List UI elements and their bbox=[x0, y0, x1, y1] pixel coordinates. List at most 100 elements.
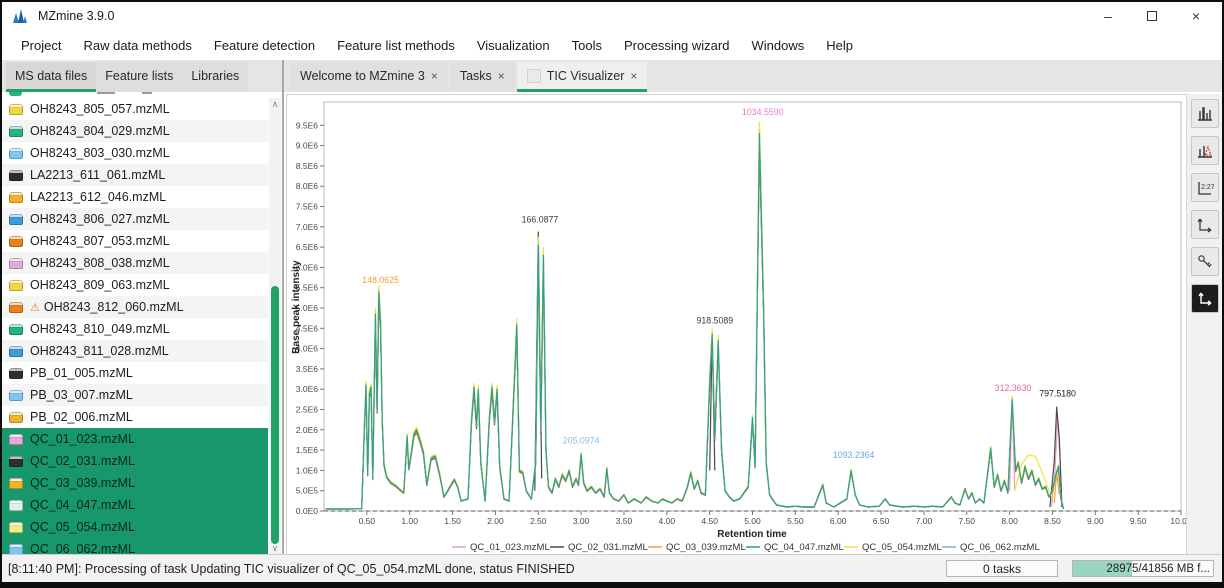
close-button[interactable]: × bbox=[1174, 2, 1218, 30]
svg-text:QC_03_039.mzML: QC_03_039.mzML bbox=[666, 542, 746, 553]
svg-text:8.5E6: 8.5E6 bbox=[296, 161, 318, 171]
raw-file-icon bbox=[9, 236, 23, 247]
raw-file-icon bbox=[9, 192, 23, 203]
file-row[interactable]: OH8243_803_030.mzML bbox=[2, 142, 268, 164]
sidebar: MS data filesFeature listsLibraries OH82… bbox=[2, 60, 282, 554]
clipped-file-icon bbox=[9, 92, 22, 96]
memory-bar[interactable]: 28975/41856 MB f... bbox=[1072, 560, 1214, 577]
file-name: OH8243_807_053.mzML bbox=[30, 234, 170, 248]
svg-text:166.0877: 166.0877 bbox=[522, 215, 559, 225]
minimize-button[interactable]: – bbox=[1086, 2, 1130, 30]
axes-arrows-icon[interactable] bbox=[1191, 210, 1219, 239]
file-row[interactable]: OH8243_805_057.mzML bbox=[2, 98, 268, 120]
sidebar-tab-libraries[interactable]: Libraries bbox=[182, 62, 248, 92]
tab-welcome-to-mzmine-3[interactable]: Welcome to MZmine 3 × bbox=[290, 62, 448, 92]
menu-windows[interactable]: Windows bbox=[740, 34, 815, 57]
raw-file-icon bbox=[9, 346, 23, 357]
raw-file-icon bbox=[9, 170, 23, 181]
annotated-spectrum-icon[interactable] bbox=[1191, 136, 1219, 165]
file-name: QC_06_062.mzML bbox=[30, 542, 135, 554]
tab-close-icon[interactable]: × bbox=[630, 69, 637, 83]
svg-text:QC_06_062.mzML: QC_06_062.mzML bbox=[960, 542, 1040, 553]
svg-text:7.5E6: 7.5E6 bbox=[296, 202, 318, 212]
file-name: OH8243_808_038.mzML bbox=[30, 256, 170, 270]
svg-text:1.00: 1.00 bbox=[401, 516, 418, 526]
raw-file-icon bbox=[9, 544, 23, 555]
menu-visualization[interactable]: Visualization bbox=[466, 34, 561, 57]
menu-bar: ProjectRaw data methodsFeature detection… bbox=[2, 30, 1222, 60]
menu-tools[interactable]: Tools bbox=[561, 34, 613, 57]
raw-file-icon bbox=[9, 412, 23, 423]
raw-file-icon bbox=[9, 302, 23, 313]
sidebar-tab-ms-data-files[interactable]: MS data files bbox=[6, 62, 96, 92]
svg-text:6.50: 6.50 bbox=[873, 516, 890, 526]
sidebar-scrollbar[interactable]: ∧ ∨ bbox=[269, 98, 281, 554]
file-row[interactable]: OH8243_804_029.mzML bbox=[2, 120, 268, 142]
svg-text:0.50: 0.50 bbox=[359, 516, 376, 526]
svg-text:6.5E6: 6.5E6 bbox=[296, 242, 318, 252]
svg-text:3.00: 3.00 bbox=[573, 516, 590, 526]
file-row[interactable]: QC_05_054.mzML bbox=[2, 516, 268, 538]
tick-labels-icon[interactable]: 2:27 bbox=[1191, 173, 1219, 202]
tab-tasks[interactable]: Tasks × bbox=[450, 62, 515, 92]
tab-close-icon[interactable]: × bbox=[498, 69, 505, 83]
file-name: OH8243_803_030.mzML bbox=[30, 146, 170, 160]
svg-text:8.50: 8.50 bbox=[1044, 516, 1061, 526]
svg-text:7.0E6: 7.0E6 bbox=[296, 222, 318, 232]
file-row[interactable]: OH8243_807_053.mzML bbox=[2, 230, 268, 252]
file-row[interactable]: QC_03_039.mzML bbox=[2, 472, 268, 494]
scroll-up-icon[interactable]: ∧ bbox=[269, 98, 281, 110]
file-row[interactable]: OH8243_811_028.mzML bbox=[2, 340, 268, 362]
file-row[interactable]: PB_02_006.mzML bbox=[2, 406, 268, 428]
file-name: OH8243_811_028.mzML bbox=[30, 344, 169, 358]
svg-text:2:27: 2:27 bbox=[1201, 184, 1214, 191]
raw-file-icon bbox=[9, 258, 23, 269]
svg-text:918.5089: 918.5089 bbox=[696, 315, 733, 325]
menu-raw-data-methods[interactable]: Raw data methods bbox=[72, 34, 202, 57]
tic-chart[interactable]: 0.0E05.0E51.0E61.5E62.0E62.5E63.0E63.5E6… bbox=[287, 95, 1188, 559]
menu-processing-wizard[interactable]: Processing wizard bbox=[613, 34, 741, 57]
tab-chart-icon bbox=[527, 69, 541, 83]
axes-reset-icon[interactable] bbox=[1191, 284, 1219, 313]
file-row[interactable]: ⚠OH8243_812_060.mzML bbox=[2, 296, 268, 318]
file-row[interactable]: LA2213_611_061.mzML bbox=[2, 164, 268, 186]
file-row[interactable]: QC_04_047.mzML bbox=[2, 494, 268, 516]
raw-file-icon bbox=[9, 214, 23, 225]
file-row[interactable]: OH8243_808_038.mzML bbox=[2, 252, 268, 274]
file-row[interactable]: LA2213_612_046.mzML bbox=[2, 186, 268, 208]
tab-label: Tasks bbox=[460, 69, 492, 83]
file-row[interactable]: OH8243_810_049.mzML bbox=[2, 318, 268, 340]
file-row[interactable]: QC_02_031.mzML bbox=[2, 450, 268, 472]
svg-text:1.50: 1.50 bbox=[444, 516, 461, 526]
file-name: OH8243_812_060.mzML bbox=[44, 300, 184, 314]
svg-text:1093.2364: 1093.2364 bbox=[833, 450, 875, 460]
scrollbar-thumb[interactable] bbox=[271, 286, 279, 544]
maximize-button[interactable] bbox=[1130, 2, 1174, 30]
svg-text:205.0974: 205.0974 bbox=[563, 436, 600, 446]
menu-help[interactable]: Help bbox=[815, 34, 864, 57]
sidebar-tab-feature-lists[interactable]: Feature lists bbox=[96, 62, 182, 92]
svg-text:0.0E0: 0.0E0 bbox=[296, 506, 318, 516]
menu-feature-detection[interactable]: Feature detection bbox=[203, 34, 326, 57]
chromatogram-icon[interactable] bbox=[1191, 99, 1219, 128]
file-row[interactable]: OH8243_809_063.mzML bbox=[2, 274, 268, 296]
svg-text:Retention time: Retention time bbox=[717, 529, 787, 540]
svg-text:2.00: 2.00 bbox=[487, 516, 504, 526]
svg-text:6.00: 6.00 bbox=[830, 516, 847, 526]
menu-feature-list-methods[interactable]: Feature list methods bbox=[326, 34, 466, 57]
svg-text:312.3630: 312.3630 bbox=[995, 383, 1032, 393]
svg-text:9.0E6: 9.0E6 bbox=[296, 141, 318, 151]
file-row[interactable]: QC_01_023.mzML bbox=[2, 428, 268, 450]
file-row[interactable]: OH8243_806_027.mzML bbox=[2, 208, 268, 230]
sidebar-tabs: MS data filesFeature listsLibraries bbox=[2, 60, 282, 92]
raw-file-icon bbox=[9, 104, 23, 115]
menu-project[interactable]: Project bbox=[10, 34, 72, 57]
tab-close-icon[interactable]: × bbox=[431, 69, 438, 83]
key-icon[interactable] bbox=[1191, 247, 1219, 276]
file-row[interactable]: PB_03_007.mzML bbox=[2, 384, 268, 406]
file-row[interactable]: QC_06_062.mzML bbox=[2, 538, 268, 554]
tab-label: Welcome to MZmine 3 bbox=[300, 69, 425, 83]
file-row[interactable]: PB_01_005.mzML bbox=[2, 362, 268, 384]
tasks-button[interactable]: 0 tasks bbox=[946, 560, 1058, 577]
tab-tic-visualizer[interactable]: TIC Visualizer× bbox=[517, 62, 648, 92]
